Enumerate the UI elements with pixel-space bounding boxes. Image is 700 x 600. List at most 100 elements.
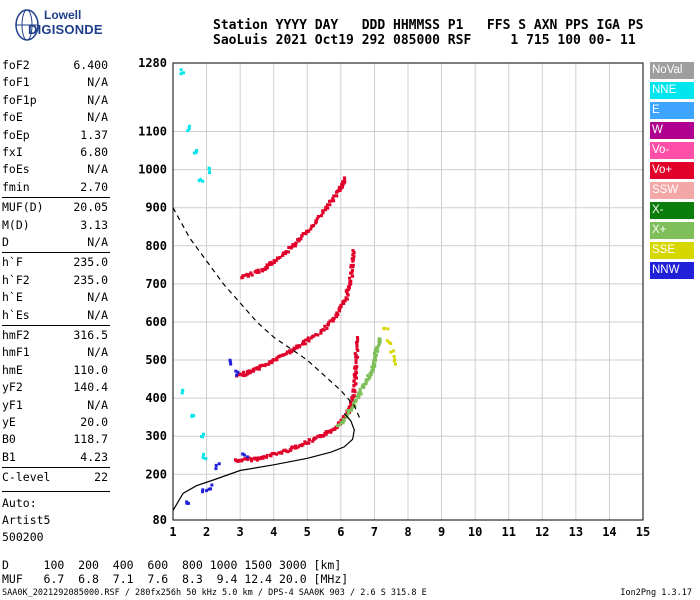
echo-point	[393, 358, 397, 362]
echo-point	[277, 355, 281, 359]
echo-point	[186, 129, 190, 133]
param-name: h`F2	[2, 272, 30, 287]
param-name: yF1	[2, 397, 23, 412]
param-row: foF1 N/A	[2, 74, 108, 91]
echo-point	[245, 372, 249, 376]
echo-point	[281, 353, 285, 357]
echo-point	[179, 68, 183, 72]
param-name: yF2	[2, 380, 23, 395]
echo-point	[321, 434, 325, 438]
echo-point	[352, 401, 356, 405]
echo-point	[341, 301, 345, 305]
echo-point	[353, 375, 357, 379]
footer-distance-row: D 100 200 400 600 800 1000 1500 3000 [km…	[2, 558, 342, 572]
echo-point	[303, 440, 307, 444]
echo-point	[354, 358, 358, 362]
echo-point	[261, 456, 265, 460]
file-info: SAA0K_2021292085000.RSF / 280fx256h 50 k…	[2, 588, 427, 598]
echo-point	[352, 255, 356, 259]
digisonde-logo: Lowell DIGISONDE	[6, 6, 116, 46]
echo-point	[393, 362, 397, 366]
echo-point	[358, 387, 362, 391]
echo-point	[240, 373, 244, 377]
param-value: N/A	[87, 110, 108, 125]
x-tick-label: 9	[438, 525, 445, 539]
param-row: h`Es N/A	[2, 307, 108, 324]
echo-point	[356, 348, 360, 352]
x-tick-label: 2	[203, 525, 210, 539]
echo-point	[327, 321, 331, 325]
echo-point	[333, 427, 337, 431]
echo-point	[314, 436, 318, 440]
param-value: 1.37	[80, 127, 108, 142]
echo-point	[364, 380, 368, 384]
echo-point	[329, 429, 333, 433]
echo-point	[316, 333, 320, 337]
echo-point	[242, 370, 246, 374]
echo-point	[295, 346, 299, 350]
echo-point	[187, 124, 191, 128]
echo-point	[325, 326, 329, 330]
auto-line1: Auto:	[2, 495, 37, 510]
echo-point	[336, 421, 340, 425]
echo-point	[264, 265, 268, 269]
echo-point	[377, 337, 381, 341]
param-divider	[2, 490, 110, 492]
param-row: fmin 2.70	[2, 179, 108, 196]
echo-point	[249, 369, 253, 373]
echo-point	[267, 362, 271, 366]
echo-point	[376, 349, 380, 353]
echo-point	[242, 453, 246, 457]
echo-point	[392, 349, 396, 353]
param-value: 235.0	[73, 255, 108, 270]
param-value: 140.4	[73, 380, 108, 395]
echo-point	[356, 337, 360, 341]
param-name: h`E	[2, 290, 23, 305]
echo-point	[306, 336, 310, 340]
echo-point	[336, 424, 340, 428]
echo-point	[255, 458, 259, 462]
echo-point	[349, 263, 353, 267]
echo-point	[348, 400, 352, 404]
echo-point	[301, 443, 305, 447]
echo-point	[354, 361, 358, 365]
param-name: h`Es	[2, 307, 30, 322]
echo-point	[311, 334, 315, 338]
echo-point	[324, 432, 328, 436]
x-tick-label: 4	[270, 525, 277, 539]
echo-point	[354, 353, 358, 357]
echo-point	[371, 368, 375, 372]
echo-point	[199, 178, 203, 182]
param-row: h`F 235.0	[2, 254, 108, 271]
echo-point	[372, 359, 376, 363]
echo-point	[258, 457, 262, 461]
echo-point	[236, 370, 240, 374]
legend-vo-: Vo+	[650, 162, 694, 179]
echo-point	[287, 250, 291, 254]
echo-point	[382, 326, 386, 330]
logo-line1: Lowell	[44, 8, 82, 22]
echo-point	[328, 319, 332, 323]
echo-point	[369, 373, 373, 377]
echo-point	[373, 359, 377, 363]
echo-point	[294, 444, 298, 448]
echo-point	[304, 338, 308, 342]
echo-point	[373, 352, 377, 356]
echo-point	[319, 214, 323, 218]
param-row: fxI 6.80	[2, 144, 108, 161]
param-value: 2.70	[80, 179, 108, 194]
echo-point	[272, 259, 276, 263]
echo-point	[264, 455, 268, 459]
echo-point	[285, 350, 289, 354]
echo-point	[247, 273, 251, 277]
y-tick-label: 400	[145, 391, 167, 405]
echo-point	[346, 409, 350, 413]
param-value: N/A	[87, 307, 108, 322]
echo-point	[182, 71, 186, 75]
echo-point	[343, 177, 347, 181]
echo-point	[345, 288, 349, 292]
echo-point	[300, 234, 304, 238]
echo-point	[276, 256, 280, 260]
echo-point	[245, 272, 249, 276]
echo-point	[354, 355, 358, 359]
